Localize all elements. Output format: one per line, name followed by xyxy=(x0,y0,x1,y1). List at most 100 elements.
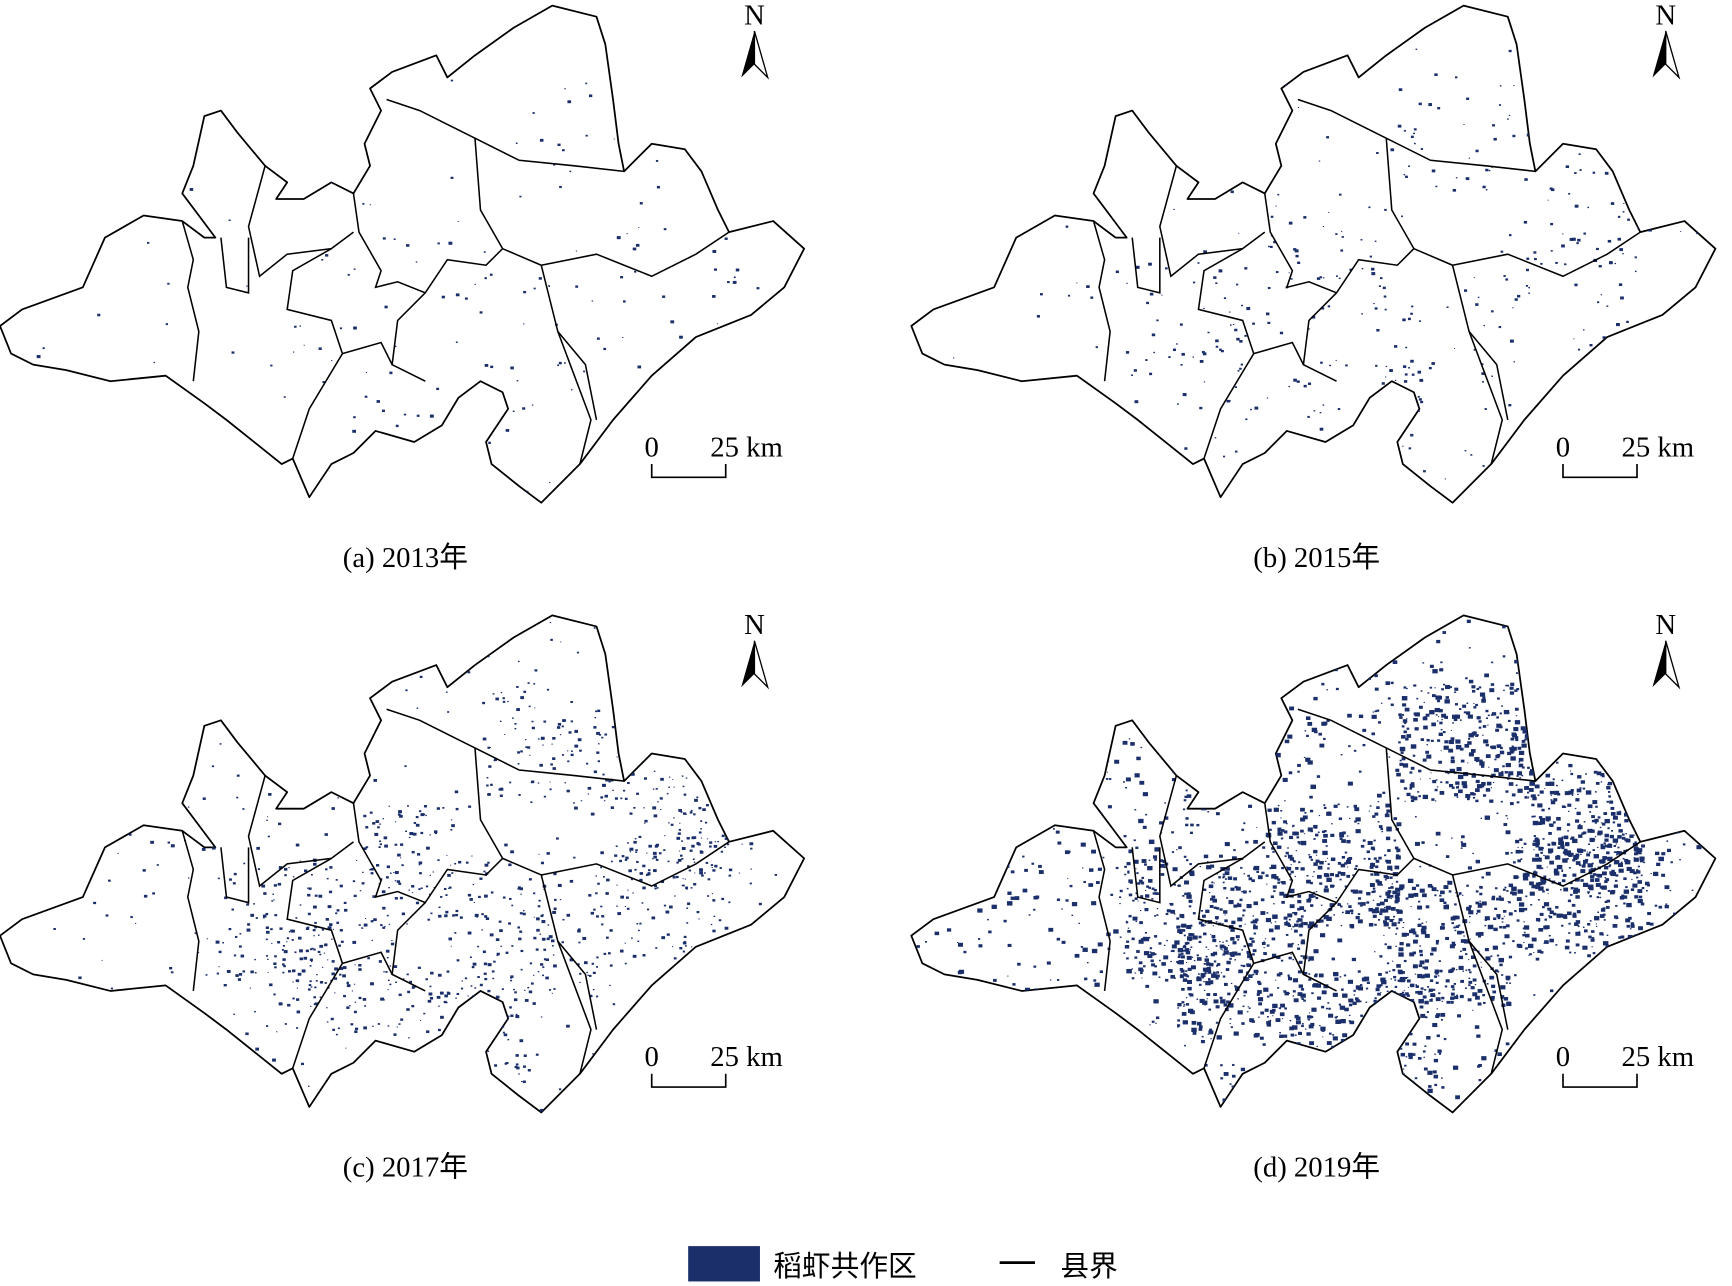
patch xyxy=(292,351,295,353)
patch xyxy=(1659,173,1663,177)
patch xyxy=(1214,1109,1218,1113)
patch xyxy=(459,1051,464,1055)
patch xyxy=(1498,104,1502,106)
patch xyxy=(1211,881,1214,884)
patch xyxy=(1203,963,1206,965)
patch xyxy=(277,882,282,886)
patch xyxy=(1368,665,1372,668)
patch xyxy=(454,862,457,865)
patch xyxy=(1354,867,1357,870)
patch xyxy=(696,910,700,914)
patch xyxy=(1126,968,1132,974)
patch xyxy=(74,896,77,898)
patch xyxy=(1484,947,1489,952)
patch xyxy=(1402,926,1404,929)
patch xyxy=(1422,758,1427,762)
north-label: N xyxy=(1655,0,1676,31)
patch xyxy=(1453,982,1456,985)
patch xyxy=(988,831,991,834)
patch xyxy=(1572,66,1576,69)
patch xyxy=(1360,1014,1364,1017)
patch xyxy=(1418,795,1421,798)
patch xyxy=(365,826,369,829)
patch xyxy=(1628,916,1632,920)
patch xyxy=(1512,940,1515,943)
patch xyxy=(1468,752,1474,757)
patch xyxy=(1395,892,1401,896)
patch xyxy=(1590,706,1593,708)
patch xyxy=(1424,959,1430,963)
patch xyxy=(1071,766,1077,772)
patch xyxy=(167,119,171,123)
patch xyxy=(1636,869,1639,871)
patch xyxy=(1394,979,1397,981)
patch xyxy=(670,320,675,324)
patch xyxy=(705,804,709,807)
patch xyxy=(1623,889,1630,894)
patch xyxy=(1371,890,1375,894)
patch xyxy=(1398,918,1403,922)
patch xyxy=(1317,996,1322,1000)
patch xyxy=(1244,267,1248,270)
patch xyxy=(712,869,716,872)
patch xyxy=(388,887,390,889)
patch xyxy=(1481,1056,1487,1061)
patch xyxy=(1536,857,1542,862)
patch xyxy=(976,713,980,716)
patch xyxy=(1378,1042,1384,1047)
patch xyxy=(1677,959,1683,964)
patch xyxy=(1385,365,1388,368)
patch xyxy=(539,933,542,935)
patch xyxy=(398,1023,401,1025)
patch xyxy=(1567,830,1569,832)
patch xyxy=(1338,277,1341,280)
patch xyxy=(1292,978,1299,983)
patch xyxy=(1327,1082,1332,1086)
county-border xyxy=(352,708,504,904)
patch xyxy=(1298,918,1303,922)
patch xyxy=(1146,301,1149,305)
patch xyxy=(318,894,323,898)
patch xyxy=(1307,827,1313,832)
patch xyxy=(730,830,732,832)
patch xyxy=(1572,914,1577,918)
map-panel: N0 25 km(c) 2017年 xyxy=(0,609,806,1184)
patch xyxy=(1164,89,1167,92)
patch xyxy=(1491,375,1493,377)
county-border xyxy=(1302,292,1338,382)
patch xyxy=(1427,1070,1433,1075)
patch xyxy=(1274,921,1277,923)
patch xyxy=(1429,710,1435,715)
patch xyxy=(1326,877,1332,883)
patch xyxy=(1473,348,1476,351)
patch xyxy=(1453,347,1456,349)
patch xyxy=(394,843,398,846)
patch xyxy=(774,621,778,624)
patch xyxy=(1412,28,1416,31)
patch xyxy=(1561,846,1565,850)
patch xyxy=(1449,944,1455,949)
patch xyxy=(1177,682,1181,685)
patch xyxy=(228,927,232,931)
patch xyxy=(1595,805,1598,808)
patch xyxy=(1509,747,1513,750)
patch xyxy=(1233,655,1235,658)
patch xyxy=(1266,912,1269,914)
patch xyxy=(386,914,389,917)
patch xyxy=(1503,275,1506,277)
patch xyxy=(476,995,479,997)
patch xyxy=(1270,676,1277,681)
patch xyxy=(628,869,632,873)
patch xyxy=(1308,1024,1314,1029)
patch xyxy=(325,663,327,665)
patch xyxy=(1083,1016,1085,1018)
patch xyxy=(1238,924,1242,928)
patch xyxy=(496,952,500,956)
patch xyxy=(1383,441,1385,443)
patch xyxy=(583,961,588,965)
patch xyxy=(1012,760,1015,763)
patch xyxy=(1412,939,1418,944)
patch xyxy=(1569,237,1574,241)
patch xyxy=(1201,976,1205,979)
patch xyxy=(204,653,207,656)
